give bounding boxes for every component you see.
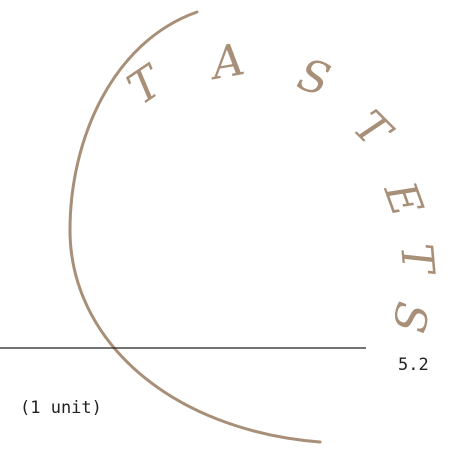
item-price: 5.2 xyxy=(398,355,429,375)
logo-wordmark: T A S T E T S xyxy=(119,34,444,337)
logo-arc xyxy=(68,10,322,444)
logo-letter-7: S xyxy=(382,298,437,337)
logo-letter-3: S xyxy=(292,49,336,107)
logo-letter-6: T xyxy=(390,242,444,279)
logo-letter-5: E xyxy=(373,174,432,223)
item-unit: (1 unit) xyxy=(20,398,102,418)
logo-letter-2: A xyxy=(204,34,248,90)
logo-letter-1: T xyxy=(119,54,175,115)
logo-letter-4: T xyxy=(343,101,402,160)
